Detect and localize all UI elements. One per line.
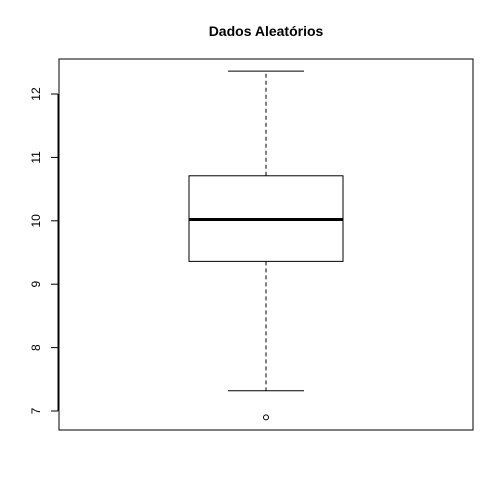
y-tick-label: 10	[29, 214, 43, 228]
y-tick-label: 12	[29, 87, 43, 101]
chart-title: Dados Aleatórios	[209, 23, 324, 39]
box-group	[188, 70, 344, 421]
outlier-point	[263, 414, 269, 421]
y-tick-label: 8	[29, 344, 43, 351]
y-axis: 7 8 9 10 11 12	[29, 87, 59, 414]
plot-frame	[58, 58, 474, 431]
y-tick-label: 9	[29, 281, 43, 288]
y-tick-label: 7	[29, 407, 43, 414]
y-tick-label: 11	[29, 151, 43, 164]
